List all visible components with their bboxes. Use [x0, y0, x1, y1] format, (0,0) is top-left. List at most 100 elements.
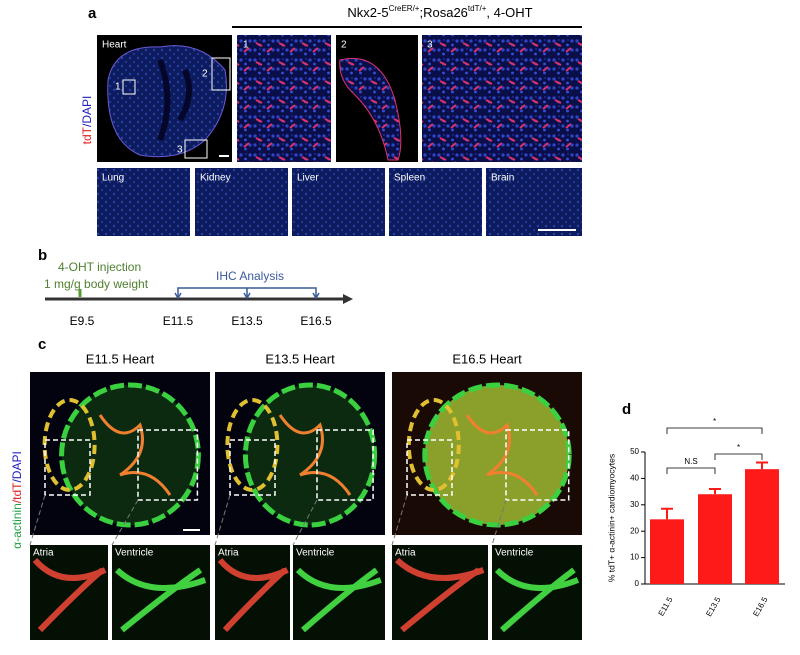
x-tick-label: E11.5 [657, 595, 675, 618]
fiber [114, 567, 207, 633]
tissue-image [292, 168, 385, 236]
y-tick-label: 10 [630, 553, 639, 562]
tile-label: Atria [218, 548, 239, 559]
significance-label: * [713, 417, 716, 426]
error-bar [756, 461, 768, 470]
arrow-head [243, 292, 251, 300]
stain-part: /tdT [10, 482, 24, 503]
analysis-label: IHC Analysis [216, 269, 284, 283]
title-part: , 4-OHT [486, 5, 532, 20]
zoom-image [237, 35, 331, 162]
heart-title: E13.5 Heart [265, 351, 335, 366]
tissue-image [195, 168, 288, 236]
y-axis-label: % tdT+ α-actinin+ cardiomyocytes [606, 454, 616, 582]
tile-label: Ventricle [115, 548, 154, 559]
significance-label: * [737, 443, 740, 452]
zoom-guide [391, 494, 408, 546]
title-part: ;Rosa26 [419, 5, 467, 20]
trabeculae [278, 414, 352, 496]
dashed-box [406, 439, 453, 496]
zoom-guide [111, 499, 139, 546]
x-tick-label: E13.5 [704, 595, 723, 618]
tissue-label: Kidney [200, 173, 231, 184]
heart-title: E11.5 Heart [86, 351, 155, 366]
stain-part: tdT [80, 126, 94, 144]
stain-part: /DAPI [80, 96, 94, 127]
myocardium [225, 398, 280, 492]
fiber [394, 557, 485, 633]
heart-title: E16.5 Heart [452, 351, 522, 366]
tissue-label: Brain [491, 173, 514, 184]
panel-label: a [88, 5, 97, 22]
zoom-label: 3 [427, 40, 433, 51]
dashed-box [316, 429, 374, 501]
timepoint-label: E13.5 [231, 314, 263, 328]
tissue-label: Spleen [394, 173, 425, 184]
inset-box [211, 57, 231, 91]
zoom-image [422, 35, 582, 162]
y-tick-label: 0 [635, 579, 640, 588]
panel-title: Nkx2-5CreER/+;Rosa26tdT/+, 4-OHT [347, 4, 532, 20]
inset-box [122, 79, 136, 95]
arrow-head [174, 292, 182, 300]
trabeculae [465, 414, 539, 496]
timepoint-label: E9.5 [70, 314, 95, 328]
dashed-box [505, 429, 570, 501]
tissue-image [97, 168, 190, 236]
panel-label: d [622, 401, 631, 418]
significance-bracket [666, 427, 763, 434]
timeline-head [343, 294, 353, 304]
myocardium [59, 382, 201, 528]
fiber [494, 567, 580, 633]
inset-label: 1 [115, 82, 121, 93]
tile-label: Ventricle [495, 548, 534, 559]
fiber [295, 567, 382, 633]
stain-label: α-actinin/tdT/DAPI [10, 451, 24, 549]
title-part: Nkx2-5 [347, 5, 388, 20]
y-tick-label: 20 [630, 526, 639, 535]
dashed-box [229, 439, 276, 496]
fiber [217, 557, 289, 633]
panel-label: c [38, 336, 46, 353]
title-sup: CreER/+ [389, 4, 420, 13]
significance-bracket [714, 453, 763, 460]
significance-label: N.S [684, 457, 697, 466]
stain-part: α-actinin [10, 503, 24, 549]
tissue-image [389, 168, 482, 236]
title-sup: tdT/+ [468, 4, 487, 13]
trabeculae [98, 414, 172, 496]
zoom-label: 1 [243, 40, 249, 51]
inset-box [184, 139, 208, 159]
y-tick-label: 50 [630, 447, 639, 456]
inset-label: 2 [202, 69, 208, 80]
image-label: Heart [102, 40, 127, 51]
bar [698, 494, 732, 584]
tile-label: Atria [33, 548, 54, 559]
chamber [157, 58, 192, 142]
y-tick-label: 30 [630, 500, 639, 509]
dose-label: 1 mg/g body weight [44, 277, 149, 291]
bar [650, 519, 684, 584]
zoom-guide [214, 494, 231, 546]
significance-bracket [666, 467, 716, 474]
tissue-image [486, 168, 582, 236]
stain-part: /DAPI [10, 451, 24, 482]
tissue-label: Liver [297, 173, 319, 184]
arrow-head [312, 292, 320, 300]
timepoint-label: E16.5 [300, 314, 332, 328]
stain-label: tdT/DAPI [80, 96, 94, 145]
tile-label: Ventricle [296, 548, 335, 559]
myocardium [242, 382, 378, 528]
error-bar [661, 507, 673, 520]
bar [745, 469, 779, 584]
zoom-label: 2 [341, 40, 347, 51]
analysis-bracket [177, 287, 317, 297]
fiber [32, 557, 107, 633]
dashed-box [44, 439, 91, 496]
tile-label: Atria [395, 548, 416, 559]
zoom-guide [29, 494, 46, 546]
injection-label: 4-OHT injection [58, 260, 141, 274]
panel-label: b [38, 247, 47, 264]
timepoint-label: E11.5 [163, 314, 194, 328]
